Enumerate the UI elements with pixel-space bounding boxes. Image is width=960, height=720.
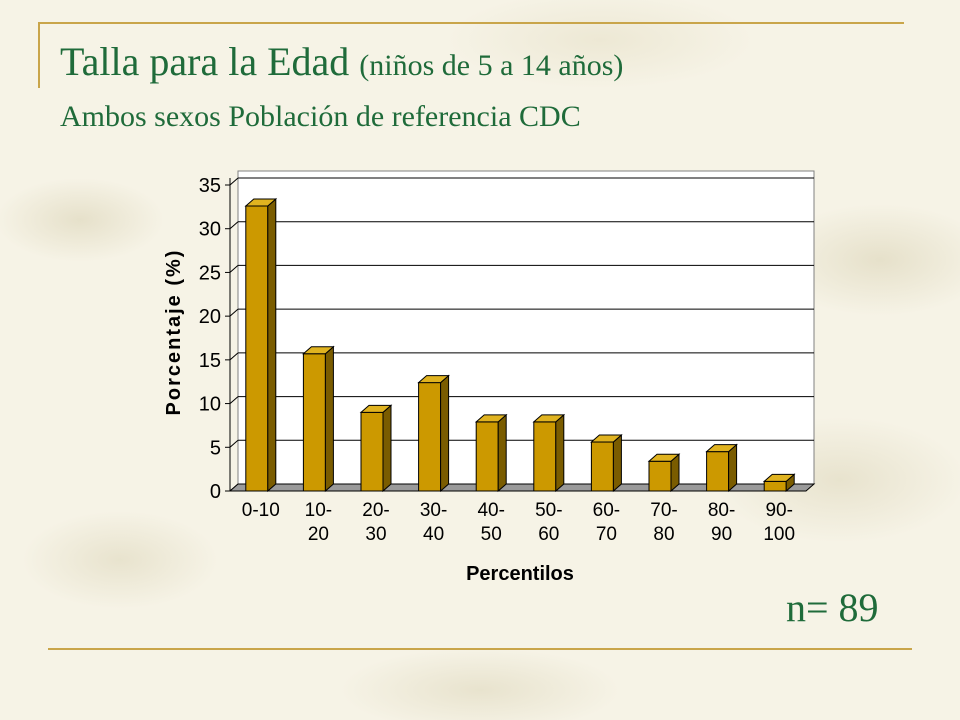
x-tick-label: 80-90 (708, 500, 735, 545)
title-parenthetical: (niños de 5 a 14 años) (359, 49, 624, 82)
y-tick-label: 30 (199, 219, 221, 241)
left-rule (38, 22, 40, 88)
bar-side (440, 374, 450, 493)
x-tick-label: 0-10 (242, 500, 280, 521)
bar-side (497, 413, 507, 493)
bar (590, 433, 623, 493)
x-tick-labels: 0-10 10-20 20-30 30-40 40-50 50-60 60-70 70-80 8… (242, 500, 795, 545)
bar-front (706, 451, 730, 492)
bar (762, 473, 796, 493)
gridline-side (229, 396, 239, 404)
bar-top (359, 404, 393, 413)
x-tick-label: 70-80 (650, 500, 677, 545)
x-tick-label: 20-30 (362, 500, 389, 545)
y-tick-label: 10 (199, 394, 221, 416)
bar-top (417, 375, 450, 384)
bar (244, 197, 278, 493)
bar (302, 345, 335, 493)
chart-grid (229, 170, 815, 492)
bar-front (648, 460, 672, 492)
y-tick-label: 15 (199, 350, 221, 372)
x-tick-label: 30-40 (420, 500, 447, 545)
chart-bars (244, 197, 796, 493)
y-axis-label: Porcentaje (%) (163, 249, 185, 416)
bar-top (590, 434, 623, 443)
bar (705, 443, 738, 493)
bar-front (418, 382, 442, 492)
bar-top (302, 346, 335, 355)
bar-top (532, 414, 566, 423)
bar-top (762, 473, 796, 482)
bar-top (474, 414, 508, 423)
plot-area (237, 170, 815, 485)
sample-size-label: n= 89 (786, 585, 879, 630)
x-tick-label: 10-20 (305, 500, 332, 545)
bar-side (267, 197, 277, 493)
gridline-side (229, 177, 239, 186)
bar-front (533, 421, 557, 492)
y-tick-label: 25 (199, 262, 221, 284)
bar-side (728, 443, 738, 493)
bar-side (382, 404, 392, 493)
gridline-side (229, 352, 239, 361)
gridline-side (229, 439, 239, 448)
y-tick-label: 5 (210, 437, 221, 459)
x-tick-label: 60-70 (593, 500, 620, 545)
bar-side (324, 345, 334, 493)
y-tick-labels: 0 5 10 15 20 25 30 35 (199, 175, 221, 503)
bar (359, 404, 393, 493)
bar-top (647, 453, 681, 462)
gridline-side (229, 265, 239, 273)
bar (532, 413, 566, 493)
bottom-rule (48, 648, 912, 650)
bar-front (590, 441, 614, 492)
y-tick-label: 35 (199, 175, 221, 197)
bar-front (763, 480, 787, 492)
bar (474, 413, 508, 493)
bar-front (360, 411, 384, 492)
top-rule (38, 22, 904, 24)
bar-front (302, 353, 326, 492)
bar-side (555, 413, 565, 493)
slide-subtitle: Ambos sexos Población de referencia CDC (60, 100, 581, 133)
y-tick-label: 20 (199, 306, 221, 328)
x-tick-label: 90-100 (763, 500, 795, 545)
slide-title: Talla para la Edad (niños de 5 a 14 años… (60, 38, 623, 85)
bar (417, 374, 450, 493)
bar-front (245, 205, 269, 492)
x-tick-label: 50-60 (535, 500, 562, 545)
title-main: Talla para la Edad (60, 39, 350, 84)
bar (647, 453, 681, 493)
gridline-side (229, 221, 239, 230)
bar-top (705, 444, 738, 453)
x-axis-label: Percentilos (466, 563, 574, 585)
bar-front (475, 421, 499, 492)
gridline-side (229, 308, 239, 317)
bar-top (244, 198, 278, 207)
bar-side (612, 433, 622, 493)
x-tick-label: 40-50 (477, 500, 504, 545)
y-tick-label: 0 (210, 481, 221, 503)
